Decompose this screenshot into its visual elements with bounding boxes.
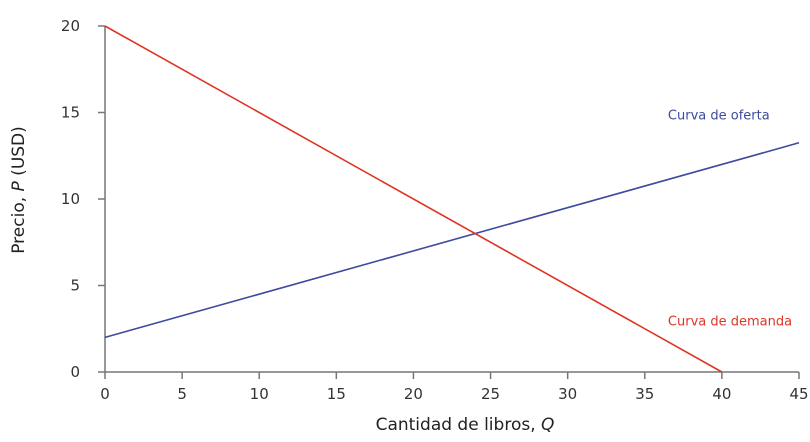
demand-curve [104, 25, 723, 373]
series-group: Curva de oferta Curva de demanda [104, 25, 800, 373]
x-axis-ticks: 0 5 10 15 20 25 30 35 40 45 [100, 372, 809, 403]
y-tick-label: 0 [70, 363, 80, 381]
x-tick-label: 0 [100, 385, 110, 403]
y-tick-label: 20 [61, 17, 80, 35]
x-tick-label: 20 [404, 385, 423, 403]
y-axis-ticks: 0 5 10 15 20 [61, 17, 105, 381]
x-tick-label: 35 [635, 385, 654, 403]
supply-curve-label: Curva de oferta [668, 108, 770, 123]
y-axis-title: Precio, P (USD) [9, 126, 29, 254]
x-tick-label: 45 [789, 385, 808, 403]
x-tick-label: 25 [481, 385, 500, 403]
x-axis-title: Cantidad de libros, Q [376, 415, 555, 435]
x-tick-label: 10 [250, 385, 269, 403]
y-tick-label: 5 [70, 277, 80, 295]
demand-curve-label: Curva de demanda [668, 314, 792, 329]
x-tick-label: 30 [558, 385, 577, 403]
y-tick-label: 15 [61, 104, 80, 122]
x-tick-label: 15 [327, 385, 346, 403]
x-tick-label: 40 [712, 385, 731, 403]
supply-curve [104, 142, 800, 339]
x-tick-label: 5 [177, 385, 187, 403]
y-tick-label: 10 [61, 190, 80, 208]
